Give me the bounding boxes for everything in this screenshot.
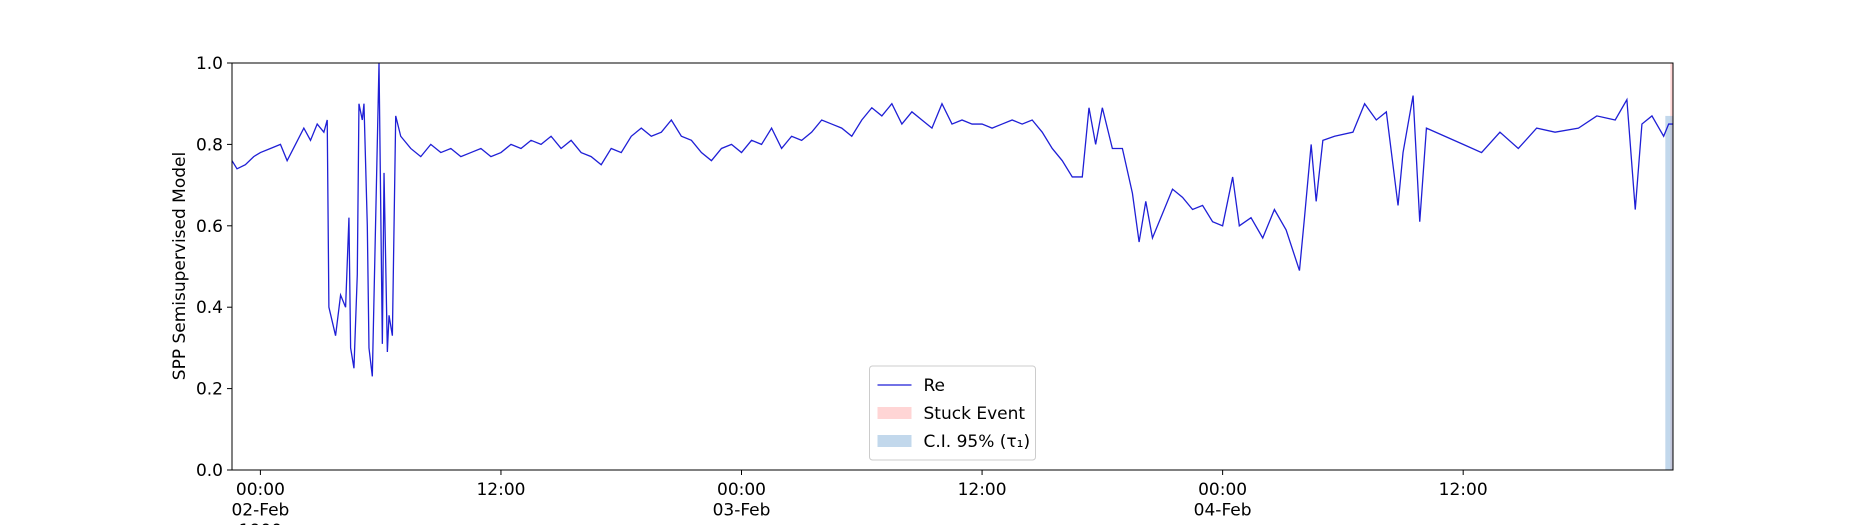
y-tick-label: 0.2 [196, 380, 223, 400]
x-tick-label: 12:00 [1439, 480, 1488, 500]
legend-patch [877, 435, 912, 447]
x-tick-label: 12:00 [476, 480, 525, 500]
x-tick-label: 00:00 04-Feb [1194, 480, 1252, 520]
line [231, 62, 1673, 377]
y-tick-label: 0.4 [196, 298, 223, 318]
y-tick-label: 0.0 [196, 461, 223, 481]
legend-label: C.I. 95% (τ₁) [924, 432, 1031, 452]
legend-label: Stuck Event [924, 404, 1026, 424]
y-tick-label: 0.8 [196, 135, 223, 155]
legend-label: Re [924, 376, 946, 396]
y-tick-label: 0.6 [196, 217, 223, 237]
y-axis-label: SPP Semisupervised Model [170, 152, 190, 380]
legend-patch [877, 407, 912, 419]
x-tick-label: 00:00 03-Feb [713, 480, 771, 520]
plot-frame [231, 62, 1674, 471]
x-tick-label: 12:00 [958, 480, 1007, 500]
legend: Re Stuck Event C.I. 95% (τ₁) [869, 365, 1036, 461]
y-tick-label: 1.0 [196, 54, 223, 74]
span [1665, 115, 1673, 470]
